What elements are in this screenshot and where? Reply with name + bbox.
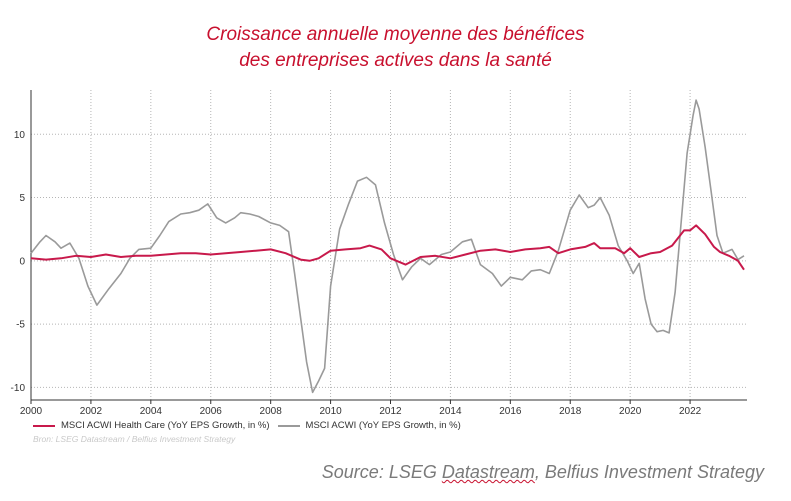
x-tick-label: 2010 [319,406,342,417]
series-line-health-care [30,224,745,271]
y-tick-label: 0 [19,256,25,267]
y-tick-label: -5 [16,320,25,331]
small-source-note: Bron: LSEG Datastream / Belfius Investme… [33,434,236,444]
source-prefix: Source: LSEG [321,462,442,482]
x-tick-label: 2006 [200,406,223,417]
x-tick-label: 2018 [559,406,582,417]
x-tick-label: 2008 [260,406,283,417]
chart-title: Croissance annuelle moyenne des bénéfice… [206,24,585,45]
source-underlined: Datastream [441,462,535,482]
x-tick-label: 2022 [679,406,702,417]
legend-label-acwi: MSCI ACWI (YoY EPS Growth, in %) [305,420,461,431]
y-tick-label: 5 [19,193,25,204]
legend-swatch-health-care [33,424,55,427]
x-tick-label: 2004 [140,406,163,417]
legend-swatch-acwi [277,424,300,427]
x-tick-label: 2012 [379,406,402,417]
chart-subtitle: des entreprises actives dans la santé [239,50,552,71]
source-note: Source: LSEG Datastream, Belfius Investm… [322,462,764,483]
tick-labels: 2000 2002 2004 2006 2008 2010 2012 2014 2016 2018… [11,130,702,417]
x-tick-label: 2002 [80,406,103,417]
x-tick-label: 2014 [439,406,462,417]
series-lines [30,99,745,394]
y-tick-label: 10 [14,130,26,141]
series-line-acwi [30,99,745,394]
x-tick-label: 2020 [619,406,642,417]
x-tick-label: 2016 [499,406,522,417]
y-tick-label: -10 [11,383,26,394]
legend-label-health-care: MSCI ACWI Health Care (YoY EPS Growth, i… [61,420,270,431]
x-tick-label: 2000 [20,406,43,417]
grid [31,90,747,400]
legend: MSCI ACWI Health Care (YoY EPS Growth, i… [33,420,461,431]
source-suffix: , Belfius Investment Strategy [534,462,764,482]
axes [30,90,747,404]
